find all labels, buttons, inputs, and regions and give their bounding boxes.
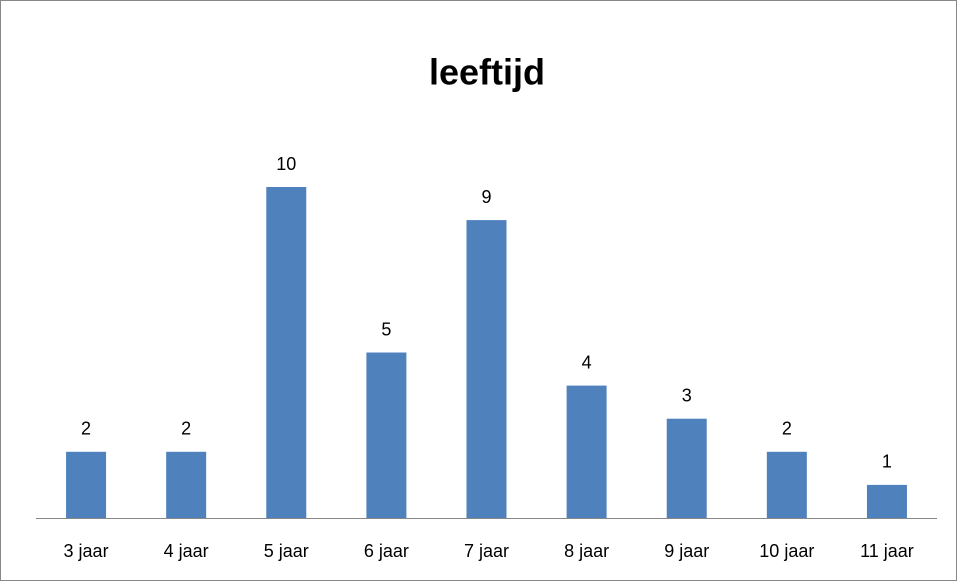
x-tick-label: 3 jaar: [64, 541, 109, 561]
bar: [366, 352, 407, 518]
bar: [166, 451, 207, 518]
data-label: 10: [276, 154, 296, 174]
x-tick-label: 8 jaar: [564, 541, 609, 561]
bar: [66, 451, 107, 518]
x-tick-label: 5 jaar: [264, 541, 309, 561]
data-label: 9: [481, 187, 491, 207]
bar: [866, 484, 907, 518]
x-tick-label: 11 jaar: [860, 541, 914, 561]
data-label: 2: [81, 419, 91, 439]
data-label: 3: [682, 385, 692, 405]
x-tick-label: 10 jaar: [759, 541, 814, 561]
x-tick-label: 9 jaar: [664, 541, 709, 561]
bar: [766, 451, 807, 518]
data-label: 5: [381, 319, 391, 339]
data-label: 2: [181, 419, 191, 439]
bar: [566, 385, 607, 518]
x-tick-label: 4 jaar: [164, 541, 209, 561]
data-label: 2: [782, 419, 792, 439]
bar: [666, 418, 707, 518]
chart-title: leeftijd: [429, 52, 545, 93]
bar: [466, 220, 507, 518]
data-label: 1: [882, 452, 892, 472]
x-tick-label: 6 jaar: [364, 541, 409, 561]
bar: [266, 187, 307, 518]
data-label: 4: [582, 352, 592, 372]
x-tick-label: 7 jaar: [464, 541, 509, 561]
